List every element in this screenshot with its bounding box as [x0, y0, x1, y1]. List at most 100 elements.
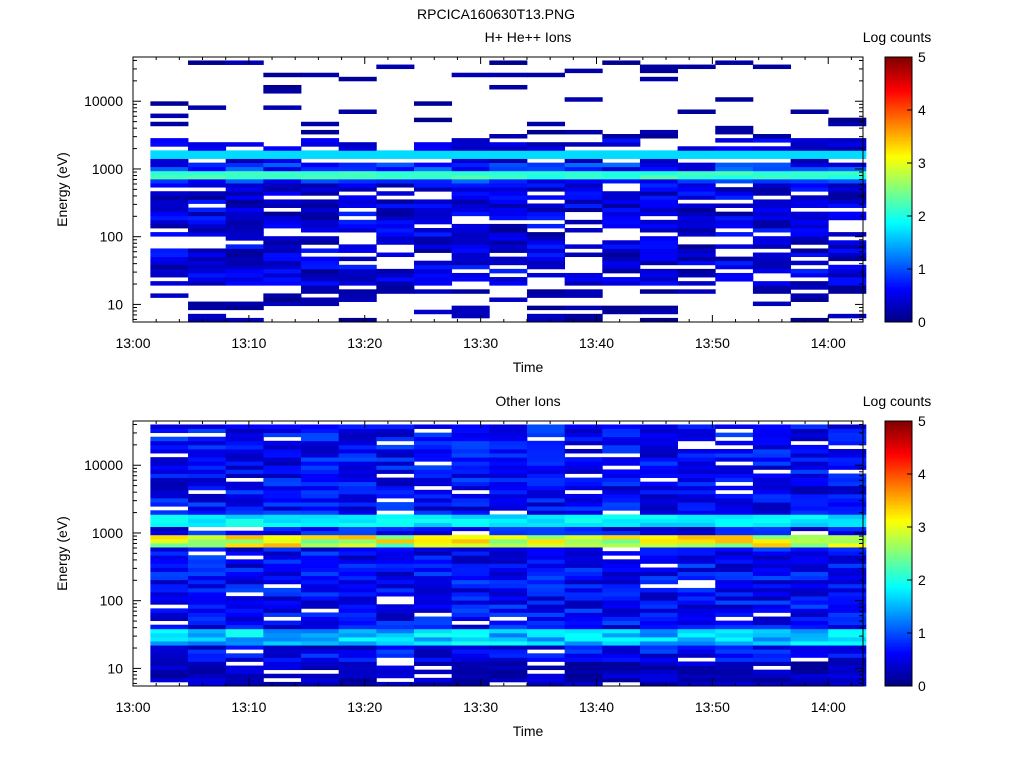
heatmap-cell: [677, 252, 716, 258]
heatmap-cell: [715, 514, 754, 519]
heatmap-cell: [489, 432, 528, 438]
heatmap-cell: [338, 281, 377, 286]
heatmap-cell: [526, 223, 566, 229]
heatmap-cell: [451, 436, 490, 442]
heatmap-cell: [338, 563, 377, 568]
heatmap-cell: [225, 432, 264, 438]
heatmap-cell: [301, 587, 340, 593]
heatmap-cell: [790, 461, 829, 466]
heatmap-cell: [338, 183, 377, 188]
heatmap-cell: [413, 211, 453, 217]
heatmap-cell: [338, 616, 377, 622]
colorbar-swatch: [885, 527, 912, 530]
colorbar-swatch: [885, 79, 912, 82]
heatmap-cell: [526, 604, 566, 609]
heatmap-cell: [451, 506, 490, 511]
heatmap-cell: [263, 268, 302, 274]
heatmap-cell: [150, 542, 189, 548]
heatmap-cell: [301, 485, 340, 491]
heatmap-cell: [150, 498, 189, 503]
heatmap-cell: [715, 178, 754, 184]
heatmap-cell: [150, 669, 189, 675]
heatmap-cell: [413, 277, 453, 282]
heatmap-cell: [376, 612, 415, 617]
heatmap-cell: [150, 485, 189, 491]
heatmap-cell: [526, 477, 566, 483]
heatmap-cell: [413, 215, 453, 221]
heatmap-cell: [677, 187, 716, 192]
heatmap-cell: [677, 522, 716, 528]
heatmap-cell: [639, 129, 678, 135]
heatmap-cell: [451, 649, 490, 654]
heatmap-cell: [828, 461, 867, 466]
heatmap-cell: [301, 121, 340, 127]
heatmap-cell: [338, 477, 377, 483]
colorbar-swatch: [885, 280, 912, 283]
heatmap-cell: [188, 453, 227, 458]
heatmap-cell: [828, 673, 867, 679]
heatmap-cell: [677, 530, 716, 536]
heatmap-cell: [338, 453, 377, 458]
heatmap-cell: [639, 530, 678, 536]
x-tick-label: 13:40: [579, 335, 614, 351]
heatmap-cell: [828, 448, 867, 454]
heatmap-cell: [790, 665, 829, 671]
heatmap-cell: [225, 469, 264, 474]
colorbar-swatch: [885, 253, 912, 257]
heatmap-cell: [150, 547, 189, 552]
heatmap-cell: [564, 158, 603, 164]
heatmap-cell: [790, 649, 829, 654]
heatmap-cell: [338, 632, 377, 638]
heatmap-cell: [828, 142, 867, 147]
heatmap-cell: [301, 444, 340, 450]
heatmap-cell: [639, 645, 678, 650]
heatmap-cell: [188, 170, 227, 176]
heatmap-cell: [413, 473, 453, 478]
heatmap-cell: [677, 526, 716, 532]
heatmap-cell: [489, 142, 528, 147]
heatmap-cell: [828, 657, 867, 662]
heatmap-cell: [451, 563, 490, 568]
heatmap-cell: [263, 542, 302, 548]
heatmap-cell: [526, 162, 566, 168]
heatmap-cell: [790, 465, 829, 470]
heatmap-cell: [790, 236, 829, 241]
heatmap-cell: [564, 440, 603, 446]
heatmap-cell: [489, 203, 528, 208]
heatmap-cell: [188, 498, 227, 503]
heatmap-cell: [150, 191, 189, 196]
heatmap-cell: [413, 465, 453, 470]
heatmap-cell: [263, 272, 302, 278]
colorbar-swatch: [885, 666, 912, 669]
heatmap-cell: [564, 457, 603, 462]
heatmap-cell: [790, 187, 829, 192]
colorbar-swatch: [885, 151, 912, 155]
heatmap-cell: [489, 72, 528, 78]
heatmap-cell: [489, 436, 528, 442]
heatmap-cell: [639, 150, 678, 155]
heatmap-cell: [715, 498, 754, 503]
heatmap-cell: [602, 677, 641, 683]
heatmap-cell: [263, 681, 302, 687]
heatmap-cell: [715, 518, 754, 523]
heatmap-cell: [677, 244, 716, 249]
colorbar-swatch: [885, 436, 912, 440]
heatmap-cell: [752, 669, 791, 675]
heatmap-cell: [790, 481, 829, 487]
colorbar-swatch: [885, 504, 912, 508]
heatmap-cell: [413, 530, 453, 536]
heatmap-cell: [188, 228, 227, 233]
heatmap-cell: [301, 174, 340, 180]
heatmap-cell: [677, 211, 716, 217]
heatmap-cell: [188, 277, 227, 282]
heatmap-cell: [790, 272, 829, 278]
heatmap-cell: [639, 551, 678, 556]
heatmap-cell: [263, 518, 302, 523]
heatmap-cell: [225, 219, 264, 225]
heatmap-cell: [338, 612, 377, 617]
heatmap-cell: [376, 272, 415, 278]
heatmap-cell: [225, 277, 264, 282]
heatmap-cell: [451, 485, 490, 491]
colorbar-swatch: [885, 489, 912, 493]
heatmap-cell: [188, 195, 227, 200]
